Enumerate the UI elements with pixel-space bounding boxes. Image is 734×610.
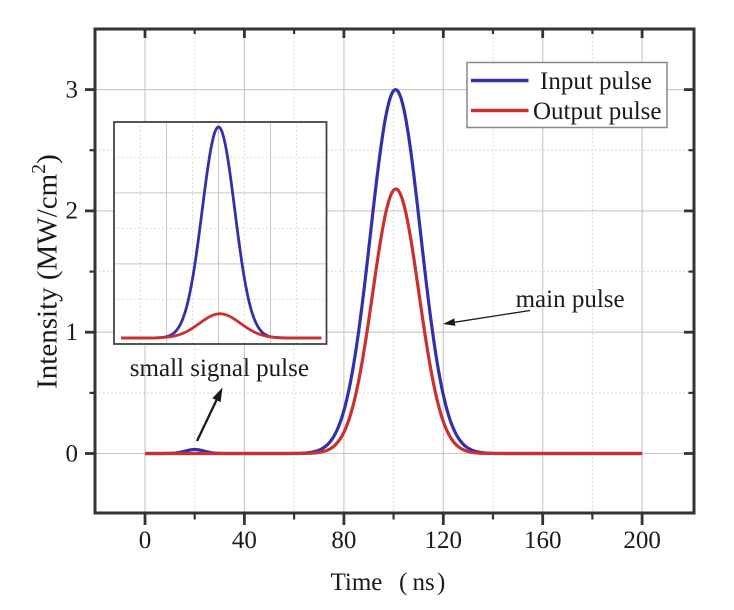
svg-text:Input pulse: Input pulse xyxy=(540,68,652,95)
svg-text:): ) xyxy=(437,569,445,596)
svg-text:200: 200 xyxy=(623,527,661,554)
svg-text:ns: ns xyxy=(413,569,435,596)
svg-text:1: 1 xyxy=(66,319,79,346)
svg-text:160: 160 xyxy=(524,527,562,554)
svg-text:120: 120 xyxy=(425,527,463,554)
svg-text:0: 0 xyxy=(66,440,79,467)
svg-text:Time: Time xyxy=(331,569,383,596)
svg-text:(: ( xyxy=(399,569,407,596)
svg-text:Output pulse: Output pulse xyxy=(533,98,661,125)
svg-text:0: 0 xyxy=(139,527,152,554)
svg-text:2: 2 xyxy=(66,198,79,225)
svg-text:80: 80 xyxy=(331,527,356,554)
svg-text:40: 40 xyxy=(232,527,257,554)
svg-text:main pulse: main pulse xyxy=(516,286,625,313)
svg-text:Intensity (MW/cm2): Intensity (MW/cm2) xyxy=(28,154,64,389)
svg-text:small signal pulse: small signal pulse xyxy=(130,355,309,382)
svg-text:3: 3 xyxy=(66,76,79,103)
